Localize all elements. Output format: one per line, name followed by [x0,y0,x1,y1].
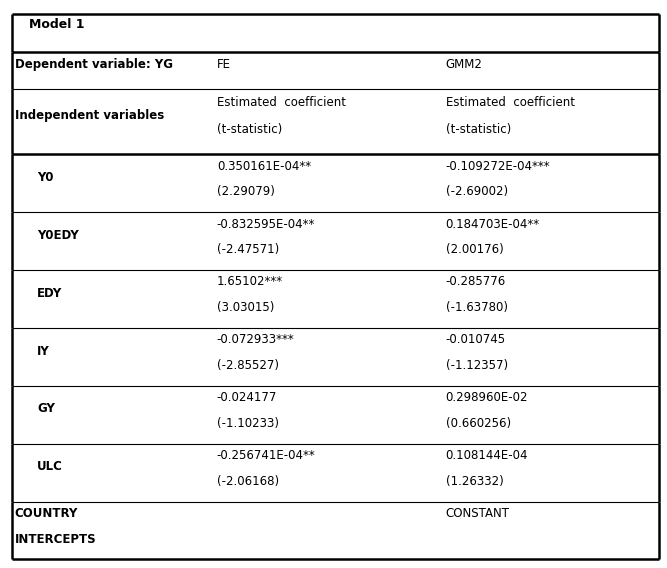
Text: 0.108144E-04: 0.108144E-04 [446,449,528,462]
Text: -0.832595E-04**: -0.832595E-04** [217,218,315,231]
Text: 0.298960E-02: 0.298960E-02 [446,391,528,404]
Text: Y0: Y0 [37,171,54,183]
Text: (-2.47571): (-2.47571) [217,243,279,256]
Text: Y0EDY: Y0EDY [37,229,79,241]
Text: 0.184703E-04**: 0.184703E-04** [446,218,540,231]
Text: (-1.12357): (-1.12357) [446,359,508,372]
Text: (1.26332): (1.26332) [446,475,504,488]
Text: (2.00176): (2.00176) [446,243,504,256]
Text: 1.65102***: 1.65102*** [217,275,283,289]
Text: (2.29079): (2.29079) [217,185,275,198]
Text: EDY: EDY [37,287,63,299]
Text: -0.256741E-04**: -0.256741E-04** [217,449,315,462]
Text: COUNTRY: COUNTRY [15,507,78,520]
Text: INTERCEPTS: INTERCEPTS [15,533,96,546]
Text: IY: IY [37,345,50,357]
Text: Estimated  coefficient: Estimated coefficient [446,96,574,109]
Text: (0.660256): (0.660256) [446,417,511,430]
Text: Estimated  coefficient: Estimated coefficient [217,96,346,109]
Text: Dependent variable: YG: Dependent variable: YG [15,59,173,71]
Text: GMM2: GMM2 [446,59,482,71]
Text: -0.109272E-04***: -0.109272E-04*** [446,160,550,173]
Text: ULC: ULC [37,461,63,473]
Text: 0.350161E-04**: 0.350161E-04** [217,160,311,173]
Text: Independent variables: Independent variables [15,110,164,122]
Text: -0.285776: -0.285776 [446,275,506,289]
Text: (t-statistic): (t-statistic) [217,123,282,136]
Text: FE: FE [217,59,231,71]
Text: -0.072933***: -0.072933*** [217,333,295,346]
Text: (-1.10233): (-1.10233) [217,417,279,430]
Text: (-1.63780): (-1.63780) [446,301,508,314]
Text: (-2.85527): (-2.85527) [217,359,279,372]
Text: (3.03015): (3.03015) [217,301,274,314]
Text: (-2.69002): (-2.69002) [446,185,508,198]
Text: -0.024177: -0.024177 [217,391,277,404]
Text: CONSTANT: CONSTANT [446,507,510,520]
Text: (t-statistic): (t-statistic) [446,123,511,136]
Text: Model 1: Model 1 [29,18,84,31]
Text: -0.010745: -0.010745 [446,333,506,346]
Text: GY: GY [37,403,55,415]
Text: (-2.06168): (-2.06168) [217,475,279,488]
